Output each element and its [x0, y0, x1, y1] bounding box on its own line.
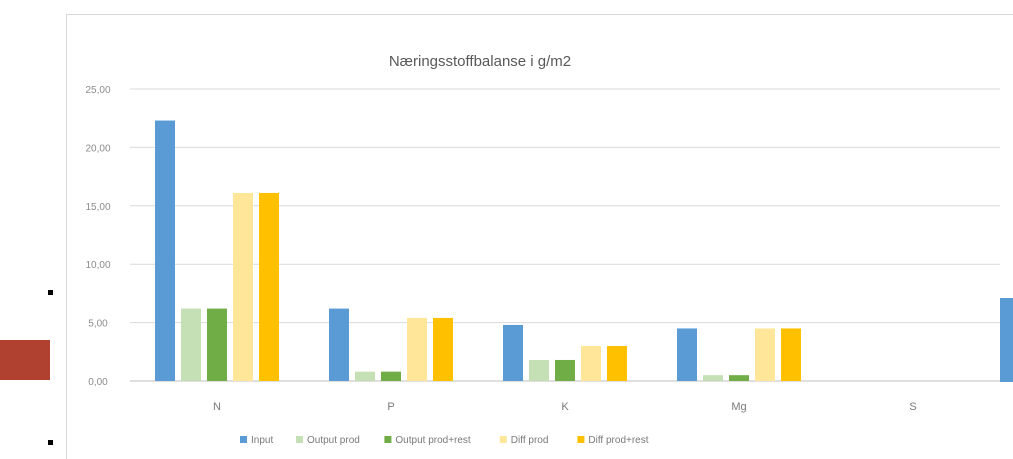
bar	[181, 308, 201, 381]
y-tick-label: 5,00	[88, 319, 108, 330]
bar	[555, 359, 575, 381]
legend-swatch	[384, 436, 392, 443]
bar	[581, 345, 601, 381]
category-label: K	[561, 401, 569, 413]
bar	[503, 324, 523, 381]
bar	[329, 308, 349, 381]
legend-label: Output prod+rest	[395, 435, 471, 446]
category-label: S	[909, 401, 916, 413]
legend-swatch	[296, 436, 303, 443]
bar	[703, 375, 723, 381]
bar	[155, 120, 175, 381]
bar	[729, 375, 749, 381]
y-tick-label: 15,00	[85, 202, 110, 213]
chart-frame[interactable]	[66, 14, 1013, 459]
bar	[381, 371, 401, 381]
bar	[259, 192, 279, 381]
legend-swatch	[240, 436, 247, 443]
bar	[207, 308, 227, 381]
red-shape	[0, 340, 50, 380]
bar	[755, 328, 775, 381]
y-tick-label: 25,00	[85, 85, 110, 96]
legend: Input Output prod Output prod+rest Diff pro…	[240, 435, 649, 446]
legend-label: Input	[251, 435, 273, 446]
legend-swatch	[499, 436, 507, 443]
legend-label: Diff prod	[511, 435, 549, 446]
y-tick-labels: 0,00 5,00 10,00 15,00 20,00 25,00	[85, 85, 110, 388]
bar	[529, 359, 549, 381]
y-tick-label: 0,00	[88, 377, 108, 388]
category-label: N	[213, 401, 221, 413]
y-tick-label: 20,00	[85, 143, 110, 154]
bar	[407, 317, 427, 381]
y-tick-label: 10,00	[85, 260, 110, 271]
bar	[355, 371, 375, 381]
legend-swatch	[577, 436, 585, 443]
bar	[677, 328, 697, 381]
category-label: P	[387, 401, 394, 413]
bar	[781, 328, 801, 381]
adjacent-chart-bar	[1000, 298, 1013, 382]
selection-handle-bottom[interactable]	[48, 440, 53, 445]
category-labels: N P K Mg S	[213, 401, 917, 413]
bar	[233, 192, 253, 381]
category-label: Mg	[731, 401, 746, 413]
legend-label: Diff prod+rest	[588, 435, 648, 446]
bars	[155, 120, 801, 381]
legend-label: Output prod	[307, 435, 360, 446]
chart-title: Næringsstoffbalanse i g/m2	[389, 53, 571, 70]
bar	[607, 345, 627, 381]
selection-handle-top[interactable]	[48, 290, 53, 295]
bar	[433, 317, 453, 381]
